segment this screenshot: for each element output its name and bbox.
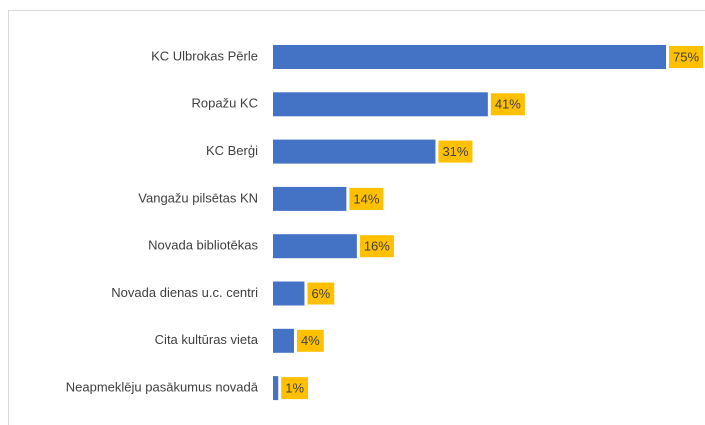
- value-label: 31%: [442, 144, 468, 159]
- category-label: Neapmeklēju pasākumus novadā: [66, 380, 259, 395]
- value-label-box: [296, 329, 324, 352]
- value-label: 4%: [301, 333, 320, 348]
- bar: [273, 45, 666, 69]
- bar: [273, 328, 294, 353]
- bar: [273, 234, 357, 259]
- value-label: 41%: [495, 97, 521, 112]
- value-label-box: [359, 235, 394, 258]
- bar: [273, 376, 279, 401]
- value-label: 1%: [285, 381, 304, 396]
- bar: [273, 92, 488, 117]
- value-label: 6%: [311, 286, 330, 301]
- value-label-box: [669, 46, 704, 68]
- category-label: Novada bibliotēkas: [148, 238, 258, 253]
- category-label: Vangažu pilsētas KN: [138, 190, 258, 205]
- value-label-box: [281, 377, 309, 400]
- bar: [273, 281, 305, 306]
- value-label: 75%: [673, 49, 699, 64]
- value-label: 14%: [353, 191, 379, 206]
- value-label-box: [490, 93, 525, 116]
- category-label: KC Berģi: [206, 143, 258, 158]
- bar: [273, 139, 436, 164]
- value-label-box: [307, 282, 335, 305]
- category-label: Ropažu KC: [192, 96, 258, 111]
- value-label-box: [349, 187, 384, 210]
- category-label: Novada dienas u.c. centri: [111, 285, 258, 300]
- value-label: 16%: [364, 239, 390, 254]
- category-label: Cita kultūras vieta: [155, 332, 259, 347]
- bar: [273, 186, 347, 211]
- value-label-box: [438, 140, 473, 163]
- chart-frame: [8, 10, 705, 425]
- category-label: KC Ulbrokas Pērle: [151, 48, 258, 63]
